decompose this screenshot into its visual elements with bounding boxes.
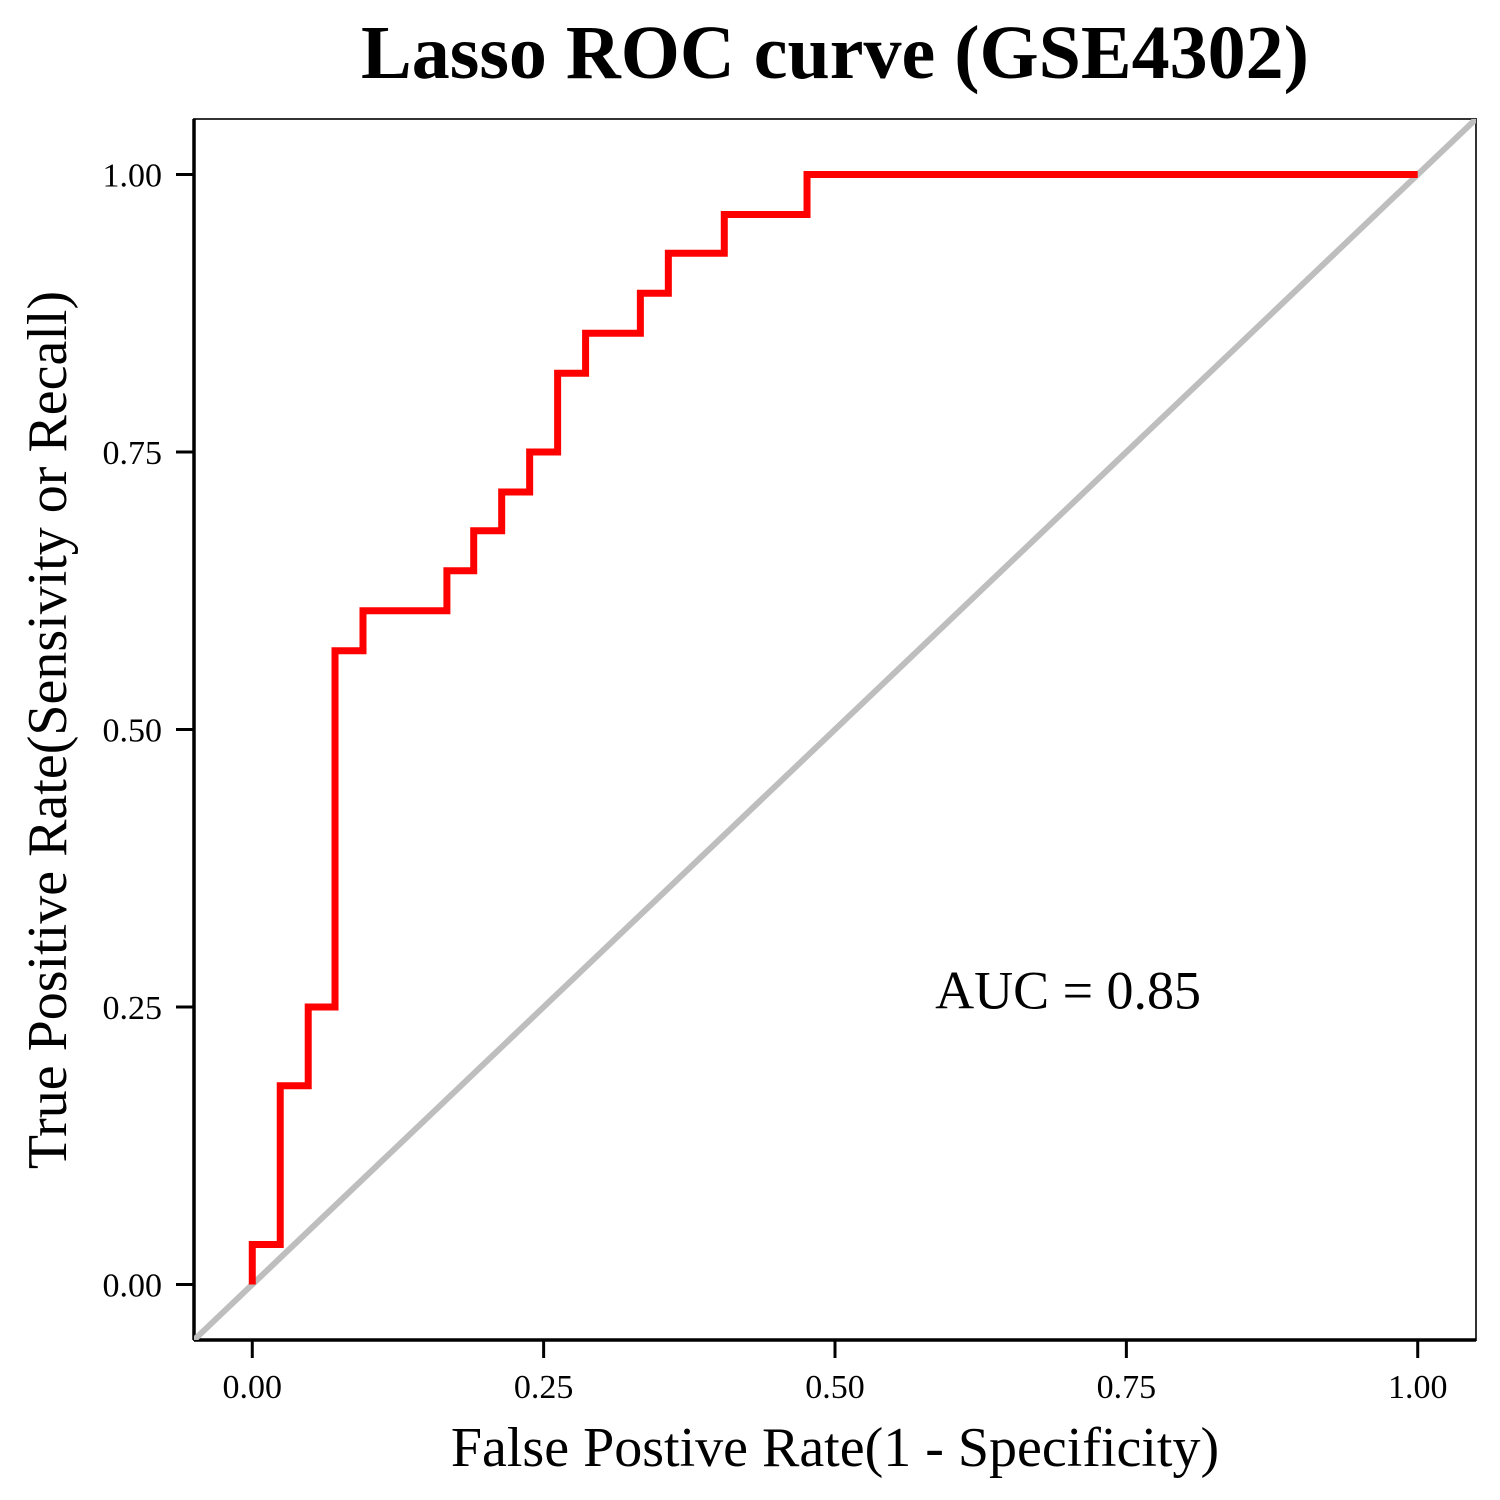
y-tick-label: 0.75 (103, 435, 163, 472)
x-axis-label: False Postive Rate(1 - Specificity) (451, 1417, 1219, 1479)
x-tick-label: 1.00 (1388, 1369, 1448, 1406)
x-tick-label: 0.50 (805, 1369, 865, 1406)
y-tick-label: 0.50 (103, 713, 163, 750)
y-tick-label: 0.00 (103, 1268, 163, 1305)
roc-curve-line (248, 171, 1418, 1285)
plot-area: 0.00 0.25 0.50 0.75 1.00 0.00 0.25 0.50 0.75 1.00 (103, 118, 1477, 1406)
x-tick-label: 0.75 (1097, 1369, 1157, 1406)
x-tick-label: 0.25 (514, 1369, 574, 1406)
y-axis-label: True Positive Rate(Sensivity or Recall) (17, 291, 79, 1169)
y-tick-label: 1.00 (103, 158, 163, 195)
reference-diagonal-line (194, 119, 1476, 1340)
auc-annotation: AUC = 0.85 (935, 960, 1201, 1020)
chart-title: Lasso ROC curve (GSE4302) (361, 11, 1309, 95)
y-tick-label: 0.25 (103, 990, 163, 1027)
x-tick-label: 0.00 (223, 1369, 283, 1406)
